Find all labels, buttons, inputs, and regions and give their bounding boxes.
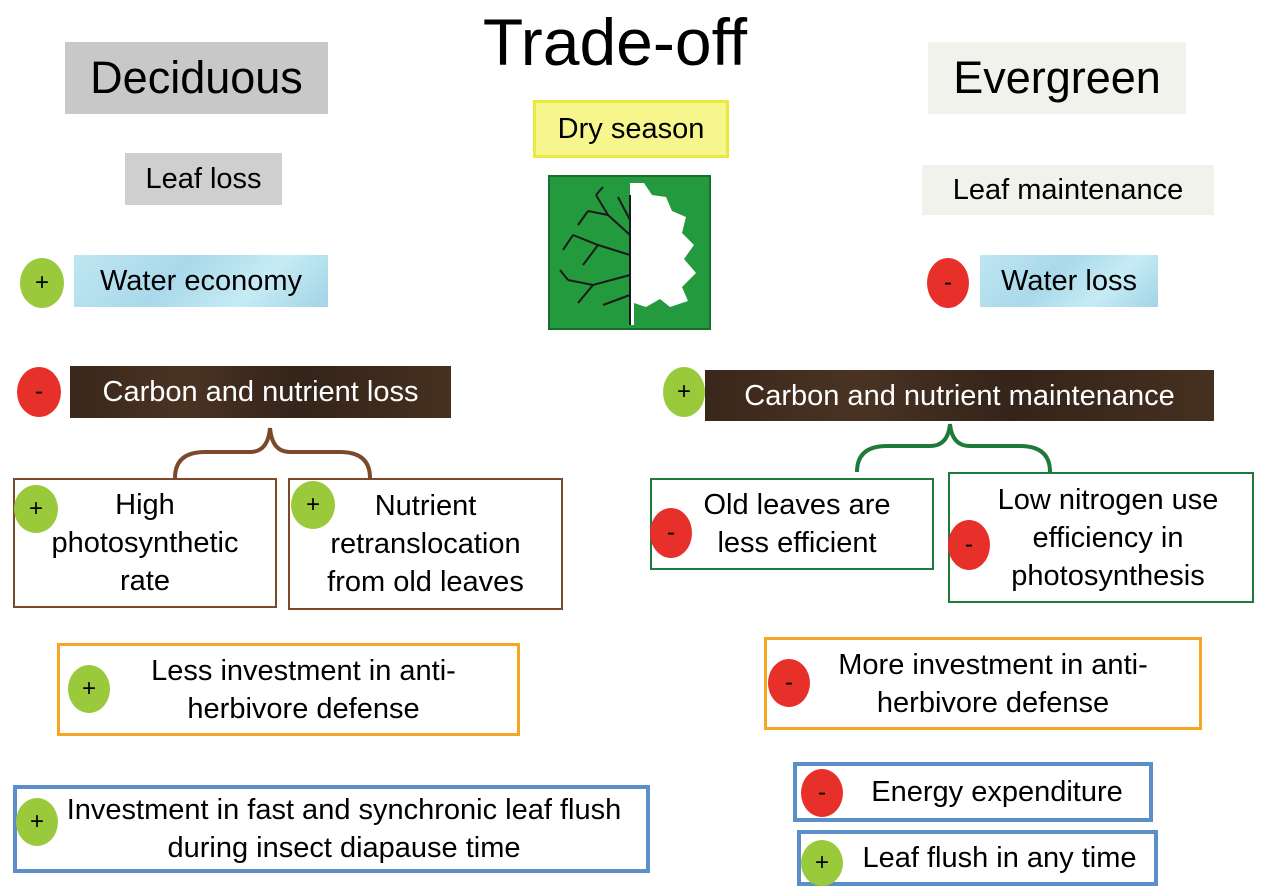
center-label: Dry season	[533, 100, 729, 158]
defense-box: Less investment in anti-herbivore defens…	[57, 643, 520, 736]
sign: +	[291, 481, 335, 529]
water-box: Water economy	[74, 255, 328, 307]
energy-box: Energy expenditure	[793, 762, 1153, 822]
sign: +	[663, 367, 705, 417]
sign: +	[801, 840, 843, 886]
title: Trade-off	[482, 5, 748, 79]
sign: -	[768, 659, 810, 707]
sign: -	[948, 520, 990, 570]
sign: +	[16, 798, 58, 846]
flush-box: Leaf flush in any time	[797, 830, 1158, 886]
sign: +	[20, 258, 64, 308]
braces	[173, 423, 1052, 479]
tree-icon	[548, 175, 711, 330]
deciduous-heading: Deciduous	[65, 42, 328, 114]
sign: -	[927, 258, 969, 308]
sub-box: Old leaves are less efficient	[650, 478, 934, 570]
evergreen-strategy: Leaf maintenance	[922, 165, 1214, 215]
evergreen-heading: Evergreen	[928, 42, 1186, 114]
defense-box: More investment in anti-herbivore defens…	[764, 637, 1202, 730]
sign: +	[68, 665, 110, 713]
carbon-box: Carbon and nutrient maintenance	[705, 370, 1214, 421]
sub-box: Low nitrogen use efficiency in photosynt…	[948, 472, 1254, 603]
sub-box: Nutrient retranslocation from old leaves	[288, 478, 563, 610]
sign: -	[17, 367, 61, 417]
sign: -	[650, 508, 692, 558]
deciduous-strategy: Leaf loss	[125, 153, 282, 205]
flush-box: Investment in fast and synchronic leaf f…	[13, 785, 650, 873]
sign: -	[801, 769, 843, 817]
sub-box: High photosynthetic rate	[13, 478, 277, 608]
sign: +	[14, 485, 58, 533]
carbon-box: Carbon and nutrient loss	[70, 366, 451, 418]
water-box: Water loss	[980, 255, 1158, 307]
